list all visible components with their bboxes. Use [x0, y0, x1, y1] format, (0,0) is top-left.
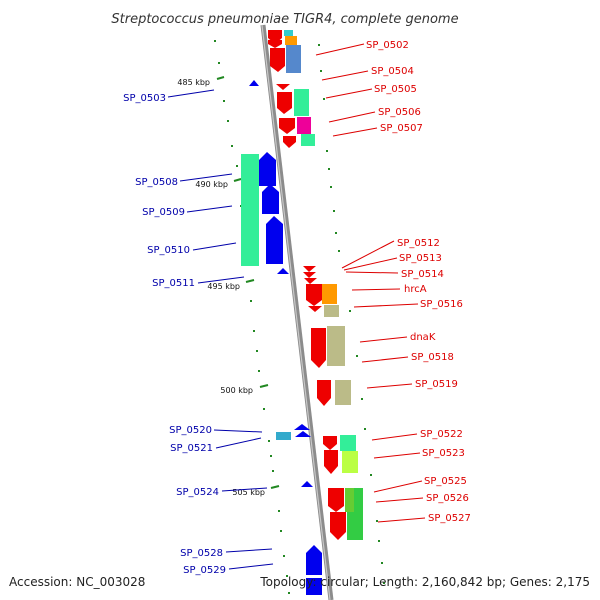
gene-arrow-sp0505[interactable] — [277, 92, 292, 114]
feature-box[interactable] — [354, 488, 363, 512]
gene-arrow-sp0512[interactable] — [303, 266, 316, 272]
gene-label-sp0508[interactable]: SP_0508 — [135, 177, 178, 188]
tick-495kbp: 495 kbp — [207, 279, 255, 291]
feature-box[interactable] — [294, 89, 309, 116]
gene-arrow-sp0508[interactable] — [259, 152, 276, 186]
left-leader-lines — [167, 89, 274, 570]
left-gene-labels: SP_0503 SP_0508 SP_0509 SP_0510 SP_0511 … — [123, 93, 226, 576]
feature-box[interactable] — [241, 154, 259, 266]
tick-490kbp: 490 kbp — [195, 178, 242, 189]
feature-box[interactable] — [324, 305, 339, 317]
gene-arrow-sp0522[interactable] — [323, 436, 337, 450]
gene-label-sp0529[interactable]: SP_0529 — [183, 565, 226, 576]
map-title: Streptococcus pneumoniae TIGR4, complete… — [111, 12, 458, 27]
gene-arrow-sp0527[interactable] — [330, 512, 346, 540]
gene-label-sp0512[interactable]: SP_0512 — [397, 238, 440, 249]
gene-arrow-sp0519[interactable] — [317, 380, 331, 406]
right-gene-labels: SP_0502 SP_0504 SP_0505 SP_0506 SP_0507 … — [366, 40, 471, 524]
feature-box[interactable] — [327, 326, 345, 366]
gene-arrow-sp0509[interactable] — [262, 184, 279, 214]
gene-label-sp0506[interactable]: SP_0506 — [378, 107, 421, 118]
gene-arrow[interactable] — [268, 40, 282, 48]
gene-label-sp0503[interactable]: SP_0503 — [123, 93, 166, 104]
feature-box[interactable] — [285, 36, 297, 45]
right-dot-track — [318, 44, 385, 584]
gene-arrow[interactable] — [276, 84, 290, 90]
gene-label-sp0521[interactable]: SP_0521 — [170, 443, 213, 454]
gene-label-sp0528[interactable]: SP_0528 — [180, 548, 223, 559]
gene-arrow-sp0524[interactable] — [301, 481, 313, 487]
feature-box[interactable] — [286, 45, 301, 73]
tick-505kbp: 505 kbp — [232, 485, 280, 497]
feature-box[interactable] — [345, 488, 354, 512]
gene-label-sp0505[interactable]: SP_0505 — [374, 84, 417, 95]
kbp-ticks: 485 kbp 490 kbp 495 kbp 500 kbp 505 kbp — [177, 76, 280, 497]
gene-label-sp0526[interactable]: SP_0526 — [426, 493, 469, 504]
gene-arrow-sp0523[interactable] — [324, 450, 338, 474]
gene-arrow-dnak[interactable] — [311, 328, 326, 368]
gene-label-sp0519[interactable]: SP_0519 — [415, 379, 458, 390]
feature-box[interactable] — [335, 380, 351, 405]
gene-label-sp0518[interactable]: SP_0518 — [411, 352, 454, 363]
tick-label: 500 kbp — [220, 386, 253, 395]
gene-arrow-hrca[interactable] — [306, 284, 322, 306]
gene-arrow-sp0513[interactable] — [303, 272, 316, 278]
tick-label: 495 kbp — [207, 282, 240, 291]
reverse-strand-genes — [249, 80, 322, 595]
right-leader-lines — [315, 43, 426, 523]
feature-box[interactable] — [297, 117, 311, 134]
gene-arrow-sp0525[interactable] — [328, 488, 344, 512]
gene-label-sp0524[interactable]: SP_0524 — [176, 487, 219, 498]
gene-label-sp0523[interactable]: SP_0523 — [422, 448, 465, 459]
feature-box[interactable] — [284, 30, 293, 36]
tick-500kbp: 500 kbp — [220, 384, 269, 395]
feature-boxes — [241, 30, 363, 540]
gene-arrow-sp0506[interactable] — [279, 118, 295, 134]
accession-text: Accession: NC_003028 — [9, 575, 145, 589]
genome-backbone-highlight — [261, 24, 331, 600]
gene-label-sp0513[interactable]: SP_0513 — [399, 253, 442, 264]
gene-label-sp0516[interactable]: SP_0516 — [420, 299, 463, 310]
gene-arrow-sp0503[interactable] — [249, 80, 259, 86]
gene-label-sp0522[interactable]: SP_0522 — [420, 429, 463, 440]
gene-label-sp0511[interactable]: SP_0511 — [152, 278, 195, 289]
feature-box[interactable] — [301, 134, 315, 146]
feature-box[interactable] — [347, 512, 363, 540]
tick-label: 485 kbp — [177, 78, 210, 87]
genome-backbone — [260, 24, 334, 600]
gene-arrow-sp0528[interactable] — [306, 545, 322, 575]
feature-box[interactable] — [322, 284, 337, 304]
tick-485kbp: 485 kbp — [177, 76, 225, 87]
gene-label-sp0514[interactable]: SP_0514 — [401, 269, 444, 280]
gene-label-sp0502[interactable]: SP_0502 — [366, 40, 409, 51]
gene-arrow-sp0516[interactable] — [308, 306, 322, 312]
gene-label-sp0509[interactable]: SP_0509 — [142, 207, 185, 218]
gene-label-sp0510[interactable]: SP_0510 — [147, 245, 190, 256]
gene-arrow-sp0510[interactable] — [266, 216, 283, 264]
gene-label-sp0504[interactable]: SP_0504 — [371, 66, 414, 77]
gene-arrow-sp0511[interactable] — [277, 268, 289, 274]
gene-label-hrca[interactable]: hrcA — [404, 284, 427, 295]
gene-arrow-sp0502[interactable] — [270, 48, 285, 72]
genome-info-text: Topology: circular; Length: 2,160,842 bp… — [259, 575, 590, 589]
gene-arrow-sp0521[interactable] — [295, 431, 311, 437]
gene-label-dnak[interactable]: dnaK — [410, 332, 436, 343]
gene-arrow-sp0520[interactable] — [294, 424, 310, 430]
gene-label-sp0507[interactable]: SP_0507 — [380, 123, 423, 134]
gene-label-sp0525[interactable]: SP_0525 — [424, 476, 467, 487]
forward-strand-genes — [268, 30, 346, 540]
gene-arrow-sp0507[interactable] — [283, 136, 296, 148]
feature-box[interactable] — [276, 432, 291, 440]
gene-label-sp0527[interactable]: SP_0527 — [428, 513, 471, 524]
tick-label: 490 kbp — [195, 180, 228, 189]
left-dot-track — [214, 40, 290, 594]
gene-label-sp0520[interactable]: SP_0520 — [169, 425, 212, 436]
tick-label: 505 kbp — [232, 488, 265, 497]
gene-arrow-sp0529[interactable] — [306, 578, 322, 595]
feature-box[interactable] — [340, 435, 356, 451]
feature-box[interactable] — [342, 451, 358, 473]
gene-arrow-sp0514[interactable] — [304, 278, 317, 284]
